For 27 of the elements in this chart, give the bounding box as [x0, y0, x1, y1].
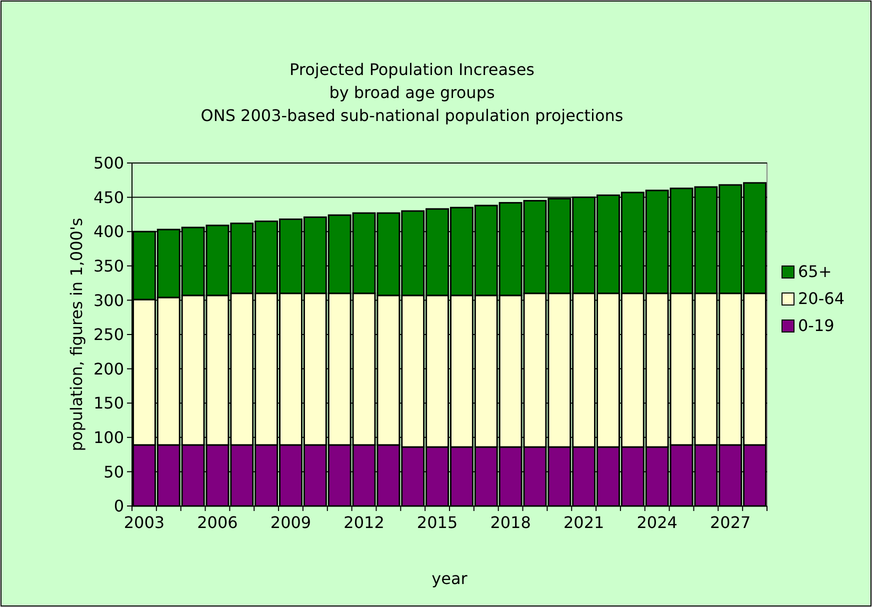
y-tick-label: 50	[104, 462, 124, 482]
legend-label: 65+	[798, 262, 832, 281]
x-tick-label: 2006	[197, 513, 238, 532]
x-tick-label: 2003	[124, 513, 165, 532]
x-tick-label: 2027	[710, 513, 751, 532]
x-axis-title: year	[432, 569, 468, 588]
y-axis-title: population, figures in 1,000's	[67, 218, 86, 452]
legend-label: 0-19	[798, 316, 834, 335]
y-tick-label: 300	[93, 290, 124, 310]
x-tick-label: 2012	[344, 513, 384, 532]
y-tick-label: 0	[114, 496, 124, 516]
y-tick-label: 150	[93, 394, 124, 413]
chart-title: Projected Population Increases by broad age groups	[289, 60, 535, 102]
y-tick-label: 400	[93, 222, 124, 242]
y-tick-label: 450	[93, 188, 124, 207]
y-tick-label: 250	[93, 325, 124, 344]
y-tick-label: 100	[93, 428, 124, 447]
y-tick-label: 500	[93, 154, 124, 173]
x-tick-label: 2015	[416, 513, 458, 532]
x-tick-label: 2018	[490, 513, 531, 532]
chart-subtitle: ONS 2003-based sub-national population projections	[200, 106, 624, 125]
legend-label: 20-64	[798, 289, 844, 308]
y-tick-label: 350	[93, 256, 124, 276]
x-tick-label: 2009	[270, 513, 312, 532]
x-tick-label: 2021	[563, 513, 604, 532]
x-tick-label: 2024	[636, 513, 678, 532]
y-tick-label: 200	[93, 359, 124, 378]
